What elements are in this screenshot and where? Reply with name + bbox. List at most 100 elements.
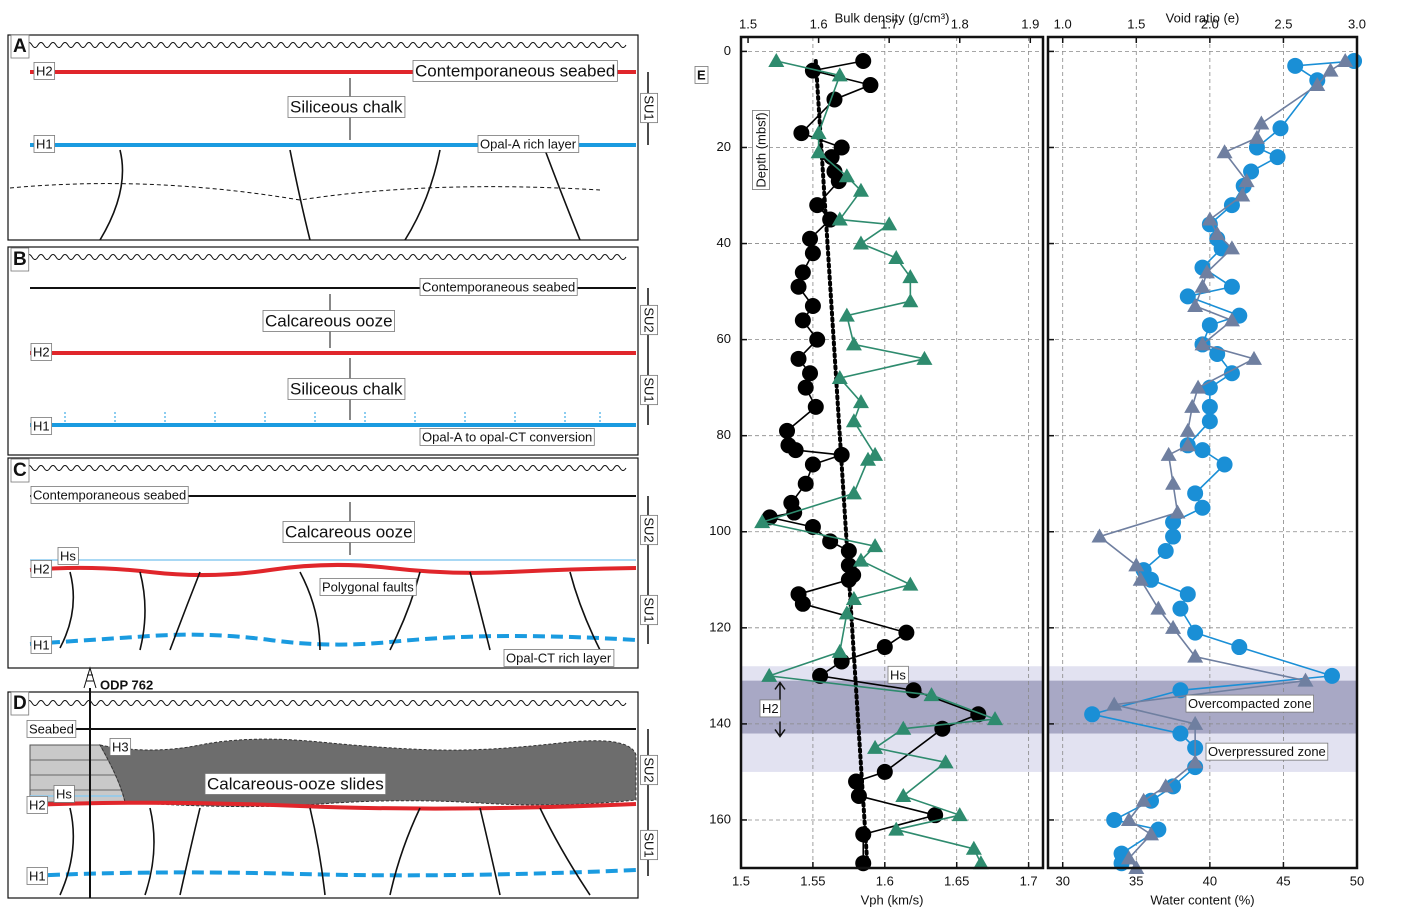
label-box — [759, 699, 782, 718]
horizon-h1 — [29, 632, 637, 647]
point — [1169, 504, 1186, 519]
dashed-horizon — [9, 183, 601, 201]
label-box — [33, 62, 56, 80]
label-box — [109, 738, 132, 756]
point — [852, 552, 869, 567]
label: H3 — [112, 739, 129, 754]
label: SU2 — [642, 307, 657, 332]
point — [1216, 456, 1233, 473]
point — [898, 624, 915, 641]
point — [970, 706, 987, 723]
point — [797, 475, 814, 492]
point — [1223, 365, 1240, 382]
sea-surface — [13, 42, 627, 48]
label: Opal-A to opal-CT conversion — [422, 429, 592, 444]
panel-c: C Contemporaneous seabed Calcareous ooze… — [7, 457, 658, 669]
point — [787, 442, 804, 459]
label: SU2 — [642, 517, 657, 542]
point — [888, 249, 905, 264]
label-box — [10, 247, 30, 272]
plot-frame — [739, 35, 1045, 870]
point — [831, 67, 848, 82]
label: Calcareous-ooze slides — [207, 774, 384, 793]
x-axis-label: Vph (km/s) — [861, 892, 924, 907]
point — [876, 639, 893, 656]
point — [804, 518, 821, 535]
label-box — [26, 796, 49, 814]
point — [867, 538, 884, 553]
x-tick-label: 1.65 — [944, 873, 969, 888]
point — [1179, 422, 1196, 437]
point — [1190, 379, 1207, 394]
point — [1246, 350, 1262, 365]
point — [1337, 53, 1354, 68]
x-tick-label: 1.8 — [951, 16, 969, 31]
point — [1223, 312, 1240, 327]
label-box — [287, 96, 406, 118]
point — [987, 711, 1004, 726]
point — [1157, 778, 1174, 793]
point — [867, 739, 884, 754]
label-box — [30, 636, 53, 654]
point — [838, 605, 855, 620]
point — [804, 245, 821, 262]
panel-frame — [7, 246, 639, 456]
label-box — [204, 773, 387, 795]
label: Hs — [60, 548, 76, 563]
point — [1150, 600, 1167, 615]
zone-band — [741, 680, 1043, 734]
point — [809, 197, 826, 214]
x-tick-label: 30 — [1055, 873, 1069, 888]
label-box — [640, 304, 658, 336]
point — [761, 667, 778, 682]
y-tick-label: 100 — [709, 523, 731, 538]
label-box — [57, 547, 79, 565]
label-box — [887, 665, 909, 684]
label-box — [1185, 694, 1314, 713]
label-box — [640, 829, 658, 861]
point — [1253, 115, 1270, 130]
point — [923, 687, 940, 702]
x-tick-label: 40 — [1203, 873, 1217, 888]
point — [794, 312, 811, 329]
point — [754, 514, 771, 529]
label: H2 — [29, 797, 46, 812]
point — [1269, 149, 1286, 166]
panel-frame — [7, 34, 639, 241]
label: H2 — [33, 561, 50, 576]
x-tick-label: 45 — [1276, 873, 1290, 888]
point — [810, 144, 827, 159]
point — [1179, 586, 1196, 603]
label: SU1 — [642, 597, 657, 622]
sea-surface — [13, 700, 627, 706]
label: SU2 — [642, 757, 657, 782]
point — [831, 211, 848, 226]
point — [1165, 475, 1182, 490]
drill-rig — [83, 666, 97, 689]
point — [1272, 120, 1289, 137]
point — [1194, 442, 1211, 459]
x-tick-label: 1.5 — [732, 873, 750, 888]
point — [1201, 317, 1218, 334]
label: Siliceous chalk — [290, 379, 403, 398]
point — [1106, 811, 1123, 828]
point — [1184, 398, 1201, 413]
label: Polygonal faults — [322, 579, 414, 594]
panel-letter: E — [697, 67, 706, 82]
point — [1160, 446, 1177, 461]
y-tick-label: 60 — [717, 331, 731, 346]
point — [876, 763, 893, 780]
point — [809, 331, 826, 348]
point — [794, 595, 811, 612]
point — [831, 370, 848, 385]
point — [794, 264, 811, 281]
y-tick-label: 0 — [724, 43, 731, 58]
y-axis-label: Depth (mbsf) — [753, 112, 768, 187]
point — [845, 336, 862, 351]
point — [833, 139, 850, 156]
label-box — [10, 691, 30, 716]
label-box — [26, 720, 77, 738]
label: Siliceous chalk — [290, 97, 403, 116]
label-box — [640, 374, 658, 406]
